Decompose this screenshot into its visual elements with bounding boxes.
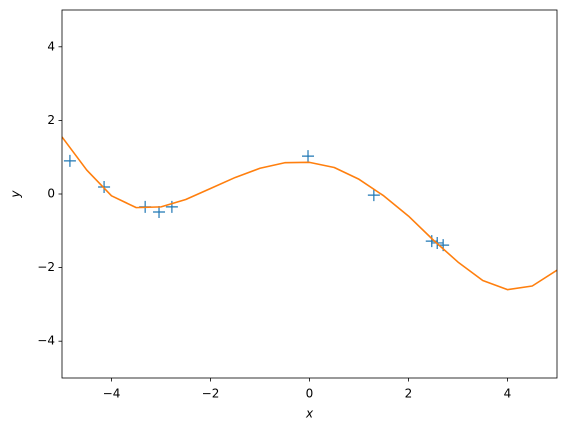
scatter-marker (367, 189, 380, 202)
plot-area (62, 136, 557, 291)
x-tick-label: −4 (103, 387, 121, 401)
x-tick-label: 4 (504, 387, 512, 401)
x-tick-label: −2 (202, 387, 220, 401)
y-tick-label: −2 (37, 260, 55, 274)
y-tick-label: −4 (37, 334, 55, 348)
x-axis-label: x (305, 407, 314, 421)
x-tick-label: 0 (306, 387, 314, 401)
axes-frame (61, 9, 558, 379)
scatter-marker (153, 206, 166, 219)
y-axis-label: y (9, 190, 23, 199)
scatter-marker (425, 235, 438, 248)
scatter-marker (302, 150, 315, 163)
y-tick-label: 0 (47, 187, 55, 201)
y-tick-label: 4 (47, 39, 55, 53)
line (62, 136, 557, 291)
scatter-marker (63, 154, 76, 167)
y-tick-label: 2 (47, 113, 55, 127)
x-tick-label: 2 (405, 387, 413, 401)
